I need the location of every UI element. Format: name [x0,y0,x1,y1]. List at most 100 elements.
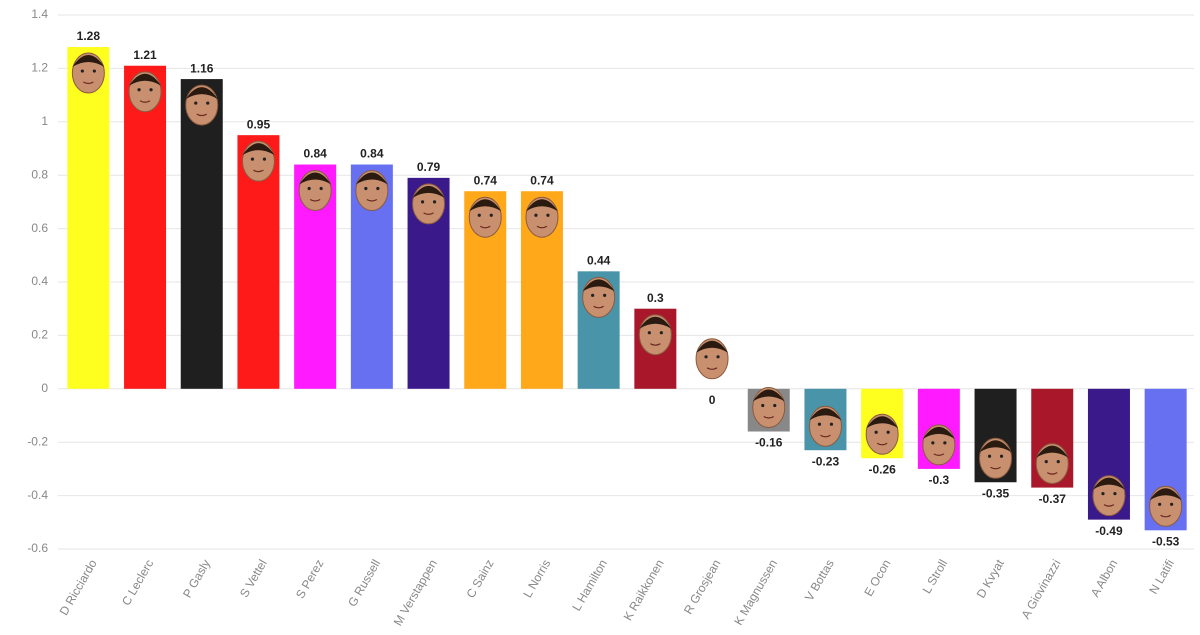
eye [647,331,651,335]
x-tick-label: A Albon [1088,557,1120,599]
value-label: 0.84 [303,147,327,161]
hair [412,185,445,198]
hair [525,199,558,212]
x-tick-label: R Grosjean [681,557,723,617]
eye [92,69,96,73]
mouth [83,81,94,85]
driver-face [355,170,389,212]
mouth [990,466,1001,470]
value-label: -0.3 [929,473,950,487]
bar [180,79,223,389]
bar [67,47,110,389]
hair [129,73,162,86]
mouth [650,343,661,346]
eye [931,441,935,445]
y-tick-label: 0.2 [31,328,48,342]
eye [829,422,834,426]
x-tick-label: L Norris [520,557,553,600]
mouth [309,198,321,202]
value-label: -0.16 [755,436,783,450]
eye [194,101,198,105]
value-label: 0.44 [587,253,611,267]
value-label: -0.49 [1095,524,1123,538]
value-label: 1.21 [133,48,157,62]
driver-face [412,183,446,225]
eye [886,430,890,434]
driver-face [241,140,275,182]
driver-face [979,437,1013,479]
eye [773,403,777,408]
hair [979,440,1012,453]
x-tick-label: A Giovinazzi [1018,557,1063,621]
y-tick-label: 0.8 [31,167,48,181]
x-tick-label: C Leclerc [119,557,156,608]
mouth [139,100,151,103]
eye [80,69,84,73]
eye [1101,492,1105,496]
driver-face [1092,475,1126,517]
x-tick-label: C Sainz [463,557,496,600]
mouth [933,453,945,456]
value-label: 0.84 [360,147,384,161]
eye [716,355,720,359]
x-tick-label: N Latifi [1146,557,1177,596]
mouth [536,225,548,229]
mouth [820,434,831,438]
x-tick-label: V Bottas [802,557,837,603]
value-label: 1.16 [190,61,214,75]
mouth [253,169,264,173]
value-label: 0.74 [474,173,498,187]
eye [1170,502,1174,506]
hair [922,426,955,439]
driver-face [298,170,332,212]
x-tick-label: P Gasly [180,557,213,600]
hair [355,172,388,185]
y-tick-label: 0 [41,381,48,395]
eye [943,441,947,445]
eye [149,88,153,92]
eye [987,454,992,458]
mouth [1160,514,1171,518]
y-tick-label: 0.6 [31,221,48,235]
value-label: -0.53 [1152,534,1180,548]
bar [124,65,167,389]
y-tick-label: -0.2 [27,434,48,448]
x-tick-label: D Ricciardo [57,557,100,618]
hair [752,389,785,402]
y-tick-label: 1.2 [31,61,48,75]
y-tick-label: -0.4 [27,488,48,502]
x-tick-label: D Kvyat [974,557,1007,601]
x-tick-label: K Magnussen [731,557,780,628]
hair [1149,488,1182,501]
value-label: 0.79 [417,160,441,174]
value-label: 0.3 [647,291,664,305]
driver-face [1149,485,1183,527]
mouth [196,113,208,117]
mouth [593,305,604,309]
y-tick-label: 0.4 [31,274,48,288]
driver-face [1035,443,1069,485]
x-tick-label: K Raikkonen [621,557,667,623]
y-tick-label: 1.4 [31,7,48,21]
eye [137,88,141,92]
eye [364,186,368,191]
mouth [706,367,718,370]
mouth [366,198,378,202]
eye [704,355,708,359]
hair [696,340,729,353]
driver-face [185,84,219,126]
y-tick-label: 1 [41,114,48,128]
hair [299,172,332,185]
mouth [763,415,775,419]
eye [262,157,267,161]
driver-face [808,405,842,447]
hair [185,87,218,100]
hair [1092,477,1125,490]
hair [866,416,899,429]
mouth [876,442,888,446]
eye [659,331,663,335]
eye [376,186,380,191]
eye [591,293,595,297]
